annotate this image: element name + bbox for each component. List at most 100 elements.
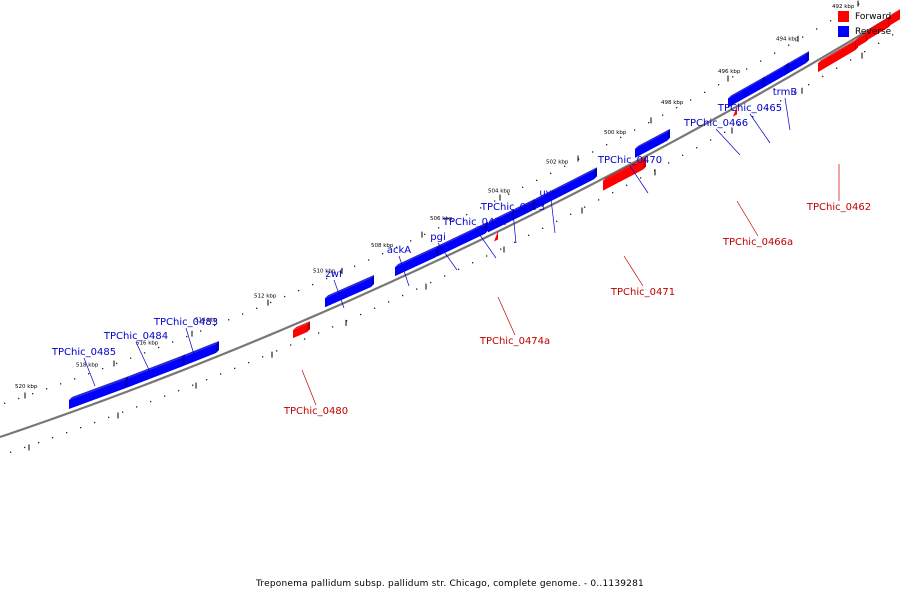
tick-dot xyxy=(794,92,796,94)
forward-gene-7 xyxy=(494,231,498,242)
tick-dot xyxy=(668,162,670,164)
tick-dot xyxy=(270,301,272,304)
leader-line xyxy=(135,341,151,373)
forward-gene-6 xyxy=(733,106,737,117)
scale-label: 518 kbp xyxy=(76,362,99,368)
legend-swatch-forward xyxy=(838,11,849,22)
forward-gene-3-top xyxy=(889,9,900,17)
forward-gene-4 xyxy=(603,159,643,191)
scale-labels: 492 kbp 494 kbp 496 kbp 498 kbp 500 kbp 502 k… xyxy=(15,4,855,390)
reverse-gene-5-side xyxy=(532,198,535,211)
tick-dot xyxy=(542,227,544,230)
tick-dot xyxy=(564,165,566,167)
tick-dot xyxy=(704,91,706,94)
tick-dot xyxy=(102,367,104,370)
tick-dot xyxy=(206,379,208,381)
tick-dot xyxy=(122,411,124,413)
reverse-gene-1-top xyxy=(762,62,789,80)
tick-dot xyxy=(808,83,810,86)
scale-label: 504 kbp xyxy=(488,188,511,194)
tick-dot xyxy=(94,421,96,424)
tick-dot xyxy=(60,383,62,385)
tick-dot xyxy=(214,324,216,327)
tick-dot xyxy=(108,416,110,419)
tick-dot xyxy=(836,67,838,69)
legend-label-forward: Forward xyxy=(855,11,892,22)
tick-dot xyxy=(444,275,446,277)
tick-dot xyxy=(466,213,468,216)
tick-dot xyxy=(822,75,824,78)
reverse-gene-0-top xyxy=(784,51,809,67)
tick-dot xyxy=(298,289,300,292)
reverse-gene-label: ackA xyxy=(387,245,411,256)
reverse-gene-10-side xyxy=(216,340,219,353)
tick-dot xyxy=(662,114,664,116)
forward-gene-2-top xyxy=(867,15,891,32)
tick-dot xyxy=(186,335,188,338)
reverse-gene-2 xyxy=(728,79,762,108)
reverse-gene-label: TPChic_0484 xyxy=(103,331,168,342)
tick-dot xyxy=(66,432,68,434)
tick-dot xyxy=(424,233,426,236)
legend: Forward Reverse xyxy=(838,9,891,39)
tick-dot xyxy=(556,220,558,223)
tick-dot xyxy=(284,295,286,298)
leader-line xyxy=(512,212,517,244)
tick-dot xyxy=(480,207,482,209)
reverse-gene-7-side xyxy=(485,221,488,234)
tick-dot xyxy=(38,441,40,444)
tick-dot xyxy=(164,395,166,397)
tick-dot xyxy=(332,326,334,328)
tick-dot xyxy=(150,400,152,403)
reverse-gene-8-top xyxy=(395,245,439,268)
reverse-gene-12-top xyxy=(69,376,128,400)
tick-dot xyxy=(346,320,348,322)
reverse-gene-label: TPChic_0485 xyxy=(51,347,116,358)
tick-dot xyxy=(718,83,720,86)
tick-dot xyxy=(508,193,510,195)
reverse-gene-label: TPChic_0470 xyxy=(597,155,662,166)
forward-gene-0 xyxy=(818,41,855,73)
tick-dot xyxy=(172,341,174,343)
leader-line xyxy=(736,200,759,237)
tick-dot xyxy=(500,248,502,250)
tick-dot xyxy=(584,206,586,208)
tick-dot xyxy=(774,52,776,54)
tick-dot xyxy=(326,277,328,280)
tick-dot xyxy=(382,252,384,255)
tick-dot xyxy=(52,437,54,439)
tick-dot xyxy=(360,313,362,316)
tick-dot xyxy=(458,268,460,271)
tick-dot xyxy=(592,151,594,153)
tick-dot xyxy=(640,177,642,179)
tick-dot xyxy=(830,20,832,22)
leader-line xyxy=(497,296,516,336)
tick-dot xyxy=(892,34,894,36)
tick-dot xyxy=(606,144,608,146)
tick-dot xyxy=(634,129,636,131)
reverse-gene-2-side xyxy=(762,76,765,89)
tick-dot xyxy=(472,262,474,264)
genome-backbone xyxy=(0,10,900,439)
tick-dot xyxy=(550,172,552,175)
reverse-gene-11-side xyxy=(182,354,185,367)
tick-dot xyxy=(80,427,82,429)
reverse-gene-12-side xyxy=(125,376,128,389)
forward-gene-2 xyxy=(867,18,888,41)
genome-caption: Treponema pallidum subsp. pallidum str. … xyxy=(256,579,644,589)
leader-line xyxy=(749,113,771,144)
tick-dot xyxy=(864,50,866,53)
reverse-gene-9-top xyxy=(325,274,374,299)
tick-dot xyxy=(788,44,790,46)
reverse-gene-3-top xyxy=(635,128,670,149)
tick-dot xyxy=(430,281,432,284)
tick-dot xyxy=(290,344,292,346)
forward-gene-label: TPChic_0480 xyxy=(283,406,348,417)
tick-dot xyxy=(262,356,264,358)
forward-gene-0-top xyxy=(818,38,858,64)
reverse-gene-3-side xyxy=(667,128,670,141)
scale-label: 496 kbp xyxy=(718,69,741,75)
tick-dot xyxy=(4,402,6,404)
reverse-gene-6 xyxy=(488,212,511,233)
